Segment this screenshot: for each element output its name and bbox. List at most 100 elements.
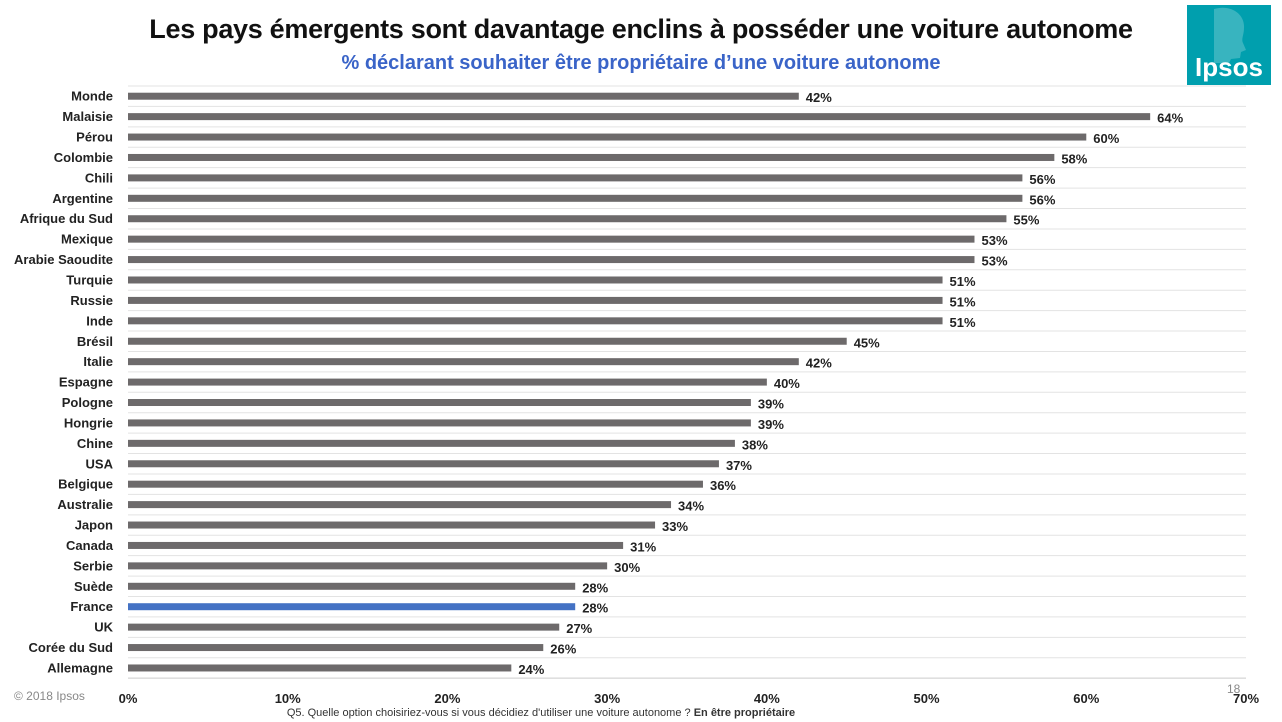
category-label: Arabie Saoudite [14,252,113,267]
bar [128,419,751,427]
data-label: 27% [566,621,592,636]
x-tick-label: 30% [594,691,620,706]
category-label: Chili [85,170,113,185]
data-label: 55% [1013,213,1039,228]
data-label: 26% [550,642,576,657]
data-label: 51% [950,315,976,330]
bar [128,256,975,264]
category-label: Mexique [61,232,113,247]
data-label: 37% [726,458,752,473]
data-label: 30% [614,560,640,575]
copyright: © 2018 Ipsos [14,689,85,703]
chart-title: Les pays émergents sont davantage enclin… [149,14,1133,44]
data-label: 56% [1029,172,1055,187]
data-label: 51% [950,294,976,309]
bar [128,337,847,345]
bar [128,296,943,304]
bar [128,153,1055,161]
x-tick-label: 50% [914,691,940,706]
data-label: 42% [806,90,832,105]
category-label: UK [94,620,113,635]
bar-highlight [128,603,576,611]
bar [128,194,1023,202]
category-label: Argentine [52,191,113,206]
data-label: 39% [758,417,784,432]
data-label: 34% [678,499,704,514]
data-label: 31% [630,539,656,554]
category-label: Italie [83,354,113,369]
data-label: 56% [1029,192,1055,207]
bar [128,664,512,672]
bar [128,235,975,243]
bar [128,501,672,509]
logo-text: Ipsos [1195,52,1263,82]
bar [128,541,624,549]
x-tick-label: 60% [1073,691,1099,706]
category-label: Allemagne [47,660,113,675]
bar [128,399,751,407]
bar [128,174,1023,182]
category-label: Malaisie [62,109,113,124]
logo-head-silhouette [1214,7,1246,64]
ipsos-logo: Ipsos [1187,5,1271,85]
data-label: 28% [582,580,608,595]
data-label: 40% [774,376,800,391]
data-label: 38% [742,437,768,452]
logo-background [1187,5,1271,85]
bar [128,623,560,631]
bar [128,215,1007,223]
category-label: Colombie [54,150,113,165]
bar [128,92,799,100]
chart-subtitle: % déclarant souhaiter être propriétaire … [341,52,941,74]
data-label: 53% [981,233,1007,248]
bar [128,562,608,570]
bar [128,521,656,529]
category-label: Brésil [77,334,113,349]
x-tick-label: 0% [119,691,138,706]
category-label: France [70,599,113,614]
data-label: 24% [518,662,544,677]
category-label: Belgique [58,477,113,492]
category-label: Pologne [62,395,113,410]
bar [128,358,799,366]
question-footnote: Q5. Quelle option choisiriez-vous si vou… [0,707,1082,719]
bar [128,644,544,652]
data-label: 53% [981,254,1007,269]
bar [128,276,943,284]
category-label: Turquie [66,272,113,287]
question-text: Q5. Quelle option choisiriez-vous si vou… [286,707,691,719]
category-label: Espagne [59,375,113,390]
category-label: USA [86,456,114,471]
bar [128,113,1151,121]
data-label: 60% [1093,131,1119,146]
data-label: 64% [1157,111,1183,126]
category-label: Australie [57,497,113,512]
x-tick-label: 10% [275,691,301,706]
category-label: Serbie [73,558,113,573]
bar [128,133,1087,141]
data-label: 36% [710,478,736,493]
category-label: Inde [86,313,113,328]
category-label: Russie [70,293,113,308]
x-tick-label: 20% [434,691,460,706]
question-answer: En être propriétaire [693,707,796,719]
bar [128,378,767,386]
page-number: 18 [1227,682,1241,696]
bar [128,480,703,488]
bar [128,582,576,590]
category-label: Pérou [76,130,113,145]
category-label: Corée du Sud [28,640,113,655]
category-label: Japon [75,518,113,533]
category-label: Afrique du Sud [20,211,113,226]
x-tick-label: 70% [1233,691,1259,706]
category-label: Chine [77,436,113,451]
category-label: Canada [66,538,114,553]
category-label: Hongrie [64,415,113,430]
data-label: 42% [806,356,832,371]
x-tick-label: 40% [754,691,780,706]
bar [128,460,719,468]
bar [128,439,735,447]
data-label: 51% [950,274,976,289]
category-label: Monde [71,89,113,104]
